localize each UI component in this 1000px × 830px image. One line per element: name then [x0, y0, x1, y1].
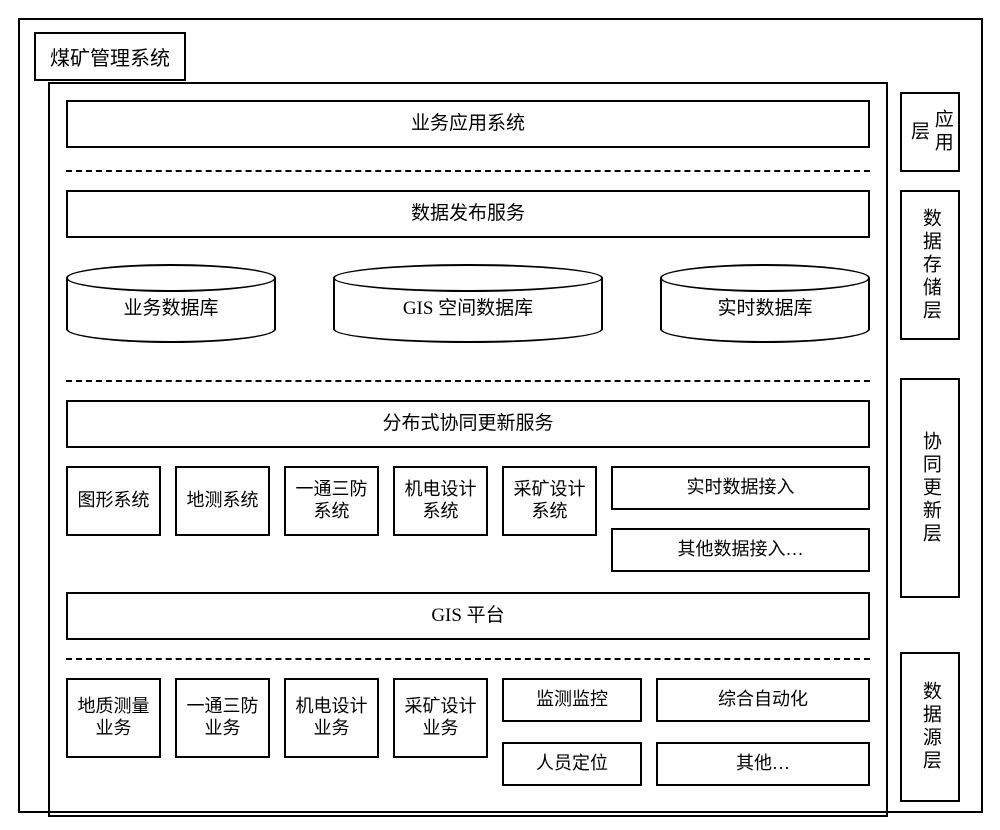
cylinder-label: GIS 空间数据库	[333, 293, 603, 320]
layers-column: 业务应用系统 数据发布服务 业务数据库 GIS 空间数据库 实时数据库	[48, 82, 888, 817]
side-label-app: 应用层	[900, 92, 960, 172]
sync-small-box: 机电设计系统	[393, 466, 488, 536]
sync-wide-box-top: 分布式协同更新服务	[66, 400, 870, 448]
source-layer: 地质测量业务 一通三防业务 机电设计业务 采矿设计业务 监测监控 人员定位 综合…	[66, 678, 870, 786]
sync-small-box: 采矿设计系统	[502, 466, 597, 536]
source-right-box: 其他…	[656, 742, 870, 786]
storage-layer: 数据发布服务 业务数据库 GIS 空间数据库 实时数据库	[66, 190, 870, 330]
cylinder-label: 实时数据库	[660, 293, 870, 320]
source-small-box: 机电设计业务	[284, 678, 379, 758]
side-label-source: 数据源层	[900, 652, 960, 802]
sync-small-box: 图形系统	[66, 466, 161, 536]
source-small-box: 采矿设计业务	[393, 678, 488, 758]
divider-3	[66, 658, 870, 660]
sync-small-box: 地测系统	[175, 466, 270, 536]
sync-wide-box-bottom: GIS 平台	[66, 592, 870, 640]
source-right-box: 综合自动化	[656, 678, 870, 722]
outer-frame: 煤矿管理系统 业务应用系统 数据发布服务 业务数据库 GIS 空间数据库	[18, 18, 983, 813]
divider-1	[66, 170, 870, 172]
title-badge: 煤矿管理系统	[34, 32, 186, 81]
source-right-box: 人员定位	[502, 742, 642, 786]
side-label-sync: 协同更新层	[900, 378, 960, 598]
sync-right-box: 其他数据接入…	[611, 528, 870, 572]
sync-layer: 分布式协同更新服务 图形系统 地测系统 一通三防系统 机电设计系统 采矿设计系统…	[66, 400, 870, 640]
cylinder-db-1: 业务数据库	[66, 264, 276, 330]
source-small-box: 一通三防业务	[175, 678, 270, 758]
sync-small-box: 一通三防系统	[284, 466, 379, 536]
application-wide-box: 业务应用系统	[66, 100, 870, 148]
source-right-box: 监测监控	[502, 678, 642, 722]
sync-right-box: 实时数据接入	[611, 466, 870, 510]
cylinder-db-2: GIS 空间数据库	[333, 264, 603, 330]
divider-2	[66, 380, 870, 382]
source-small-box: 地质测量业务	[66, 678, 161, 758]
storage-wide-box: 数据发布服务	[66, 190, 870, 238]
cylinder-label: 业务数据库	[66, 293, 276, 320]
side-column: 应用层 数据存储层 协同更新层 数据源层	[900, 82, 990, 817]
application-layer: 业务应用系统	[66, 100, 870, 148]
side-label-storage: 数据存储层	[900, 190, 960, 340]
cylinder-db-3: 实时数据库	[660, 264, 870, 330]
